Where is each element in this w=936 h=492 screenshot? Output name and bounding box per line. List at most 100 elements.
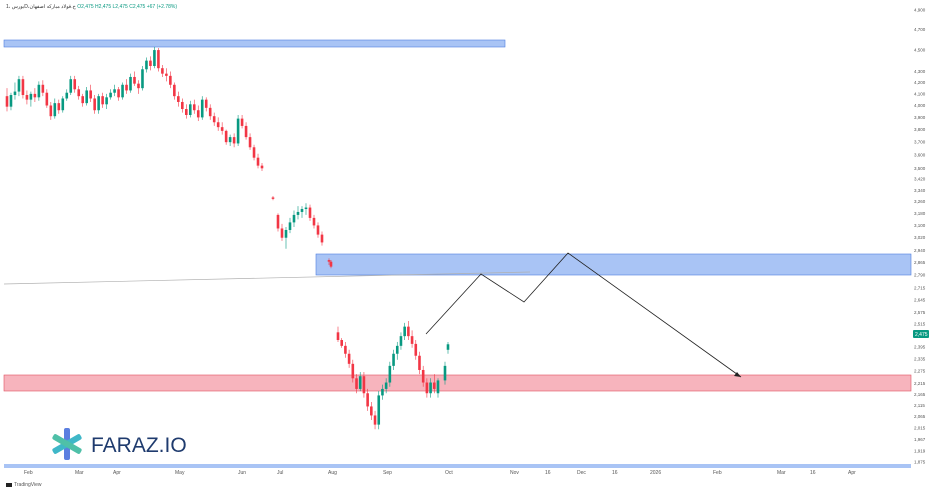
candle-body — [316, 225, 320, 235]
tradingview-footer: TradingView — [6, 482, 42, 488]
time-tick-label: Feb — [24, 470, 33, 476]
price-tick-label: 2,015 — [914, 426, 926, 431]
candle-body — [327, 260, 331, 262]
time-tick-label: Jul — [277, 470, 283, 476]
candle-body — [41, 84, 45, 93]
candle-body — [21, 79, 25, 96]
time-tick-label: Apr — [848, 470, 856, 476]
price-tick-label: 2,715 — [914, 285, 926, 290]
projection-arrowhead — [734, 372, 741, 377]
candle-body — [395, 345, 399, 354]
candle-body — [49, 105, 53, 117]
candle-body — [9, 95, 13, 107]
candle-body — [65, 92, 69, 99]
time-tick-label: 16 — [810, 470, 816, 476]
price-tick-label: 2,790 — [914, 272, 926, 277]
candle-body — [105, 97, 108, 105]
candle-body — [340, 340, 344, 346]
price-tick-label: 2,515 — [914, 321, 926, 326]
symbol-label: بورس ،1D،ح.فولاد مبارکه اصفهان — [6, 4, 76, 10]
candle-body — [370, 406, 373, 416]
price-tick-label: 4,900 — [914, 8, 926, 13]
candle-body — [403, 326, 406, 337]
time-tick-label: Sep — [383, 470, 392, 476]
price-tick-label: 3,700 — [914, 140, 926, 145]
candle-body — [373, 415, 377, 425]
faraz-logo: FARAZ.IO — [52, 428, 187, 460]
price-tick-label: 2,275 — [914, 369, 926, 374]
candle-body — [181, 101, 184, 110]
time-tick-label: 16 — [545, 470, 551, 476]
logo-mark-icon — [52, 428, 82, 460]
price-tick-label: 2,335 — [914, 356, 926, 361]
candle-body — [25, 95, 29, 100]
candle-body — [117, 89, 120, 98]
candle-body — [220, 127, 224, 131]
candle-body — [137, 83, 140, 89]
candle-body — [280, 228, 284, 238]
candle-body — [446, 344, 450, 350]
candle-body — [392, 353, 395, 366]
candle-body — [57, 103, 61, 111]
projection-path — [425, 252, 742, 378]
candle-body — [184, 109, 188, 115]
candle-body — [29, 93, 33, 100]
candle-body — [101, 96, 104, 105]
candles-group — [5, 46, 450, 430]
logo-text: FARAZ.IO — [91, 434, 187, 457]
candle-body — [347, 353, 351, 364]
candle-body — [336, 332, 340, 341]
candle-body — [77, 89, 81, 97]
price-tick-label: 1,875 — [914, 460, 926, 465]
time-tick-label: Oct — [445, 470, 453, 476]
candle-body — [53, 103, 57, 117]
candle-body — [384, 382, 388, 389]
candle-body — [236, 118, 240, 144]
price-tick-label: 2,165 — [914, 392, 926, 397]
time-tick-label: Aug — [328, 470, 337, 476]
candle-body — [308, 207, 312, 218]
price-tick-label: 1,919 — [914, 449, 926, 454]
candle-body — [377, 395, 381, 425]
candle-body — [432, 382, 436, 389]
candle-body — [125, 84, 128, 91]
candle-body — [244, 125, 248, 138]
price-tick-label: 2,940 — [914, 248, 926, 253]
candle-body — [45, 92, 49, 106]
price-tick-label: 4,700 — [914, 27, 926, 32]
time-tick-label: 16 — [612, 470, 618, 476]
price-tick-label: 4,300 — [914, 69, 926, 74]
time-tick-label: Mar — [777, 470, 786, 476]
candle-body — [157, 50, 160, 69]
price-tick-label: 3,180 — [914, 211, 926, 216]
last-price-label: 2,475 — [915, 332, 928, 338]
candle-body — [443, 365, 447, 381]
price-tick-label: 4,200 — [914, 80, 926, 85]
candle-body — [355, 378, 358, 389]
price-tick-label: 2,215 — [914, 381, 926, 386]
time-axis-band — [4, 464, 911, 468]
price-tick-label: 3,420 — [914, 177, 926, 182]
change-value: +67 (+2.78%) — [146, 4, 178, 10]
candle-body — [248, 137, 252, 148]
candle-body — [200, 99, 204, 118]
low-value: L2,475 — [112, 4, 128, 10]
candle-body — [300, 209, 304, 212]
candle-body — [329, 261, 333, 267]
time-tick-label: Jun — [238, 470, 246, 476]
candle-body — [276, 214, 280, 229]
candle-body — [358, 376, 362, 389]
candle-body — [429, 382, 432, 394]
candle-body — [271, 197, 275, 199]
candle-body — [141, 69, 144, 89]
candle-body — [407, 326, 410, 337]
time-tick-label: 2026 — [650, 470, 661, 476]
candle-body — [33, 93, 37, 98]
candle-body — [97, 96, 100, 111]
candle-body — [169, 75, 172, 85]
candle-body — [37, 84, 41, 98]
price-tick-label: 2,065 — [914, 414, 926, 419]
time-tick-label: Dec — [577, 470, 586, 476]
candle-body — [399, 336, 403, 346]
